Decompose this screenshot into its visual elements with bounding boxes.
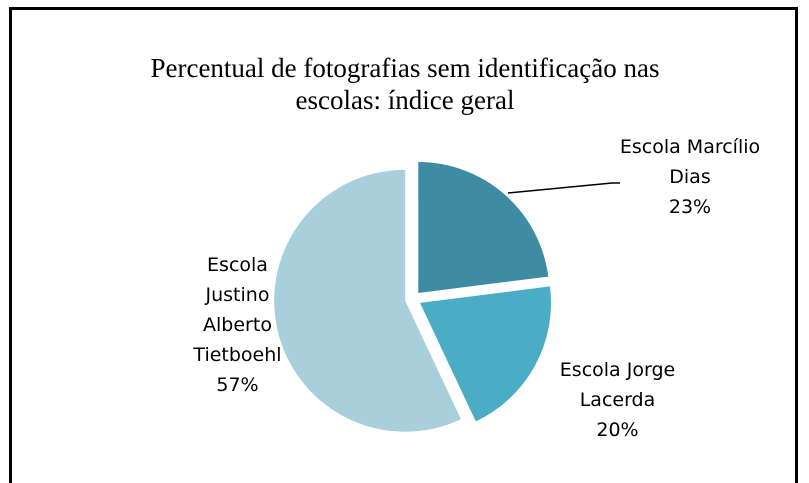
slice-value-label: 57% xyxy=(216,374,259,396)
chart-title: Percentual de fotografias sem identifica… xyxy=(150,53,660,115)
leader-line xyxy=(507,182,620,194)
slice-category: Escola Justino Alberto Tietboehl xyxy=(193,254,282,366)
slice-category: Escola Jorge Lacerda xyxy=(559,359,676,411)
slice-value-label: 20% xyxy=(596,419,639,441)
slice-value-label: 23% xyxy=(668,196,712,218)
slice-category: Escola Marcílio Dias xyxy=(619,136,761,188)
chart-border xyxy=(9,7,798,483)
pie-slice xyxy=(274,169,461,432)
slice-label: Escola Marcílio Dias 23% xyxy=(600,132,780,222)
slice-label: Escola Jorge Lacerda 20% xyxy=(540,355,695,445)
pie-slice xyxy=(418,161,549,293)
slice-label: Escola Justino Alberto Tietboehl 57% xyxy=(180,250,295,400)
pie-slice xyxy=(420,286,552,422)
